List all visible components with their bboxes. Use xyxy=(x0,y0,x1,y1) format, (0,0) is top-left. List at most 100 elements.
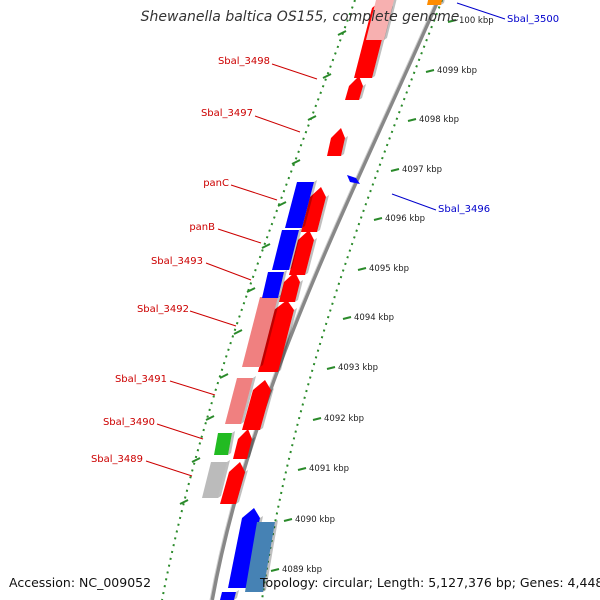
scale-tick-label: 4091 kbp xyxy=(309,464,349,474)
gene-label-sbal-3500: Sbal_3500 xyxy=(507,14,559,25)
inner-tick-mark xyxy=(219,373,229,379)
gene-label-sbal-3496: Sbal_3496 xyxy=(438,204,490,215)
gene-sbal-3491 xyxy=(242,380,271,430)
scale-tick-label: 4090 kbp xyxy=(295,515,335,525)
leader-line xyxy=(145,460,193,477)
gene-sbal-3490-shade xyxy=(247,437,255,459)
gene-pand xyxy=(301,187,326,232)
scale-tick-label: 4099 kbp xyxy=(437,66,477,76)
leader-line xyxy=(391,193,437,211)
inner-tick-mark xyxy=(261,243,271,249)
leader-line xyxy=(189,310,237,327)
gene-sbal-3490 xyxy=(233,429,252,459)
label-leader-lines xyxy=(145,2,506,477)
leader-line xyxy=(156,423,204,440)
gene-sbal-3491-alt xyxy=(225,378,253,424)
gene-panc-shade xyxy=(305,238,317,275)
gene-label-sbal-3498: Sbal_3498 xyxy=(218,56,270,67)
scale-tick-mark xyxy=(373,217,383,221)
gene-orange-top-shade xyxy=(441,0,445,5)
gene-reverse-lower-alt-shade xyxy=(263,520,278,592)
inner-tick-mark xyxy=(205,415,215,421)
scale-tick-label: 4098 kbp xyxy=(419,115,459,125)
scale-tick-mark xyxy=(283,518,293,522)
scale-tick-mark xyxy=(326,366,336,370)
gene-reverse-bottom xyxy=(220,592,236,600)
gene-orange-top xyxy=(427,0,443,5)
gene-panc-rev xyxy=(285,182,314,228)
scale-tick-label: 4094 kbp xyxy=(354,313,394,323)
gene-sbal-3496 xyxy=(347,175,360,184)
scale-tick-label: 4097 kbp xyxy=(402,165,442,175)
gene-sbal-3500-partial-shade xyxy=(384,0,397,40)
genome-backbone xyxy=(210,0,440,600)
inner-tick-mark xyxy=(246,287,256,293)
gene-panc-rev-shade xyxy=(302,180,317,228)
inner-tick-mark xyxy=(179,499,189,505)
gene-sbal-3500-partial xyxy=(366,0,394,40)
gene-panb-shade xyxy=(295,280,303,302)
scale-tick-label: 4092 kbp xyxy=(324,414,364,424)
gene-label-sbal-3491: Sbal_3491 xyxy=(115,374,167,385)
gene-sbal-3497 xyxy=(327,128,345,156)
scale-tick-label: 4093 kbp xyxy=(338,363,378,373)
gene-label-sbal-3489: Sbal_3489 xyxy=(91,454,143,465)
gene-pseudogene xyxy=(202,462,227,498)
gene-labels: Sbal_3500 Sbal_3498 Sbal_3497 Sbal_3496 panC… xyxy=(91,14,559,465)
map-title: Shewanella baltica OS155, complete genom… xyxy=(140,9,460,25)
gene-sbal-3498 xyxy=(345,76,363,100)
gene-sbal-3493 xyxy=(262,272,284,298)
gene-pseudogene-shade xyxy=(218,460,230,498)
leader-line xyxy=(254,115,301,133)
gene-sbal-3492 xyxy=(258,300,294,372)
scale-tick-mark xyxy=(270,568,280,572)
gene-sbal-3497-shade xyxy=(341,136,348,156)
gene-sbal-3493-shade xyxy=(278,270,287,298)
scale-tick-mark xyxy=(425,69,435,73)
inner-tick-mark xyxy=(233,329,243,335)
gene-label-sbal-3490: Sbal_3490 xyxy=(103,417,155,428)
gene-features xyxy=(202,0,445,600)
inner-tick-marks xyxy=(179,30,347,505)
gene-sbal-3498-shade xyxy=(359,84,366,100)
scale-tick-mark xyxy=(390,168,400,172)
scale-tick-mark xyxy=(407,118,417,122)
scale-tick-label: 100 kbp xyxy=(459,16,494,26)
gene-sbal-3492-alt xyxy=(242,297,278,367)
accession-text: Accession: NC_009052 xyxy=(9,575,152,590)
inner-tick-mark xyxy=(277,201,287,207)
inner-tick-mark xyxy=(291,159,301,165)
gene-panb-rev xyxy=(272,230,299,270)
inner-tick-mark xyxy=(307,115,317,121)
inner-tick-mark xyxy=(191,457,201,463)
gene-trna-shade xyxy=(228,431,235,455)
leader-line xyxy=(217,228,262,244)
gene-reverse-lower-alt xyxy=(245,522,275,592)
gene-panc xyxy=(289,230,314,275)
leader-line xyxy=(169,380,216,396)
outer-tick-marks xyxy=(270,19,457,572)
tick-labels: 100 kbp 4099 kbp 4098 kbp 4097 kbp 4096 kbp 4… xyxy=(282,16,494,575)
scale-tick-label: 4089 kbp xyxy=(282,565,322,575)
gene-sbal-3491-alt-shade xyxy=(241,376,256,424)
gene-panb-rev-shade xyxy=(289,228,302,270)
leader-line xyxy=(230,184,278,201)
gene-label-sbal-3492: Sbal_3492 xyxy=(137,304,189,315)
scale-tick-mark xyxy=(447,19,457,23)
inner-tick-ring xyxy=(161,0,356,600)
scale-tick-mark xyxy=(297,467,307,471)
inner-tick-mark xyxy=(337,30,347,36)
gene-label-sbal-3493: Sbal_3493 xyxy=(151,256,203,267)
gene-label-panb: panB xyxy=(189,222,215,233)
gene-reverse-lower xyxy=(228,508,260,588)
gene-label-sbal-3497: Sbal_3497 xyxy=(201,108,253,119)
leader-line xyxy=(456,2,506,20)
scale-tick-label: 4096 kbp xyxy=(385,214,425,224)
gene-sbal-3492-alt-shade xyxy=(260,295,281,367)
scale-tick-mark xyxy=(342,316,352,320)
genome-summary-text: Topology: circular; Length: 5,127,376 bp… xyxy=(260,575,600,590)
gene-sbal-3492-shade xyxy=(278,308,297,372)
leader-line xyxy=(271,63,318,80)
scale-tick-label: 4095 kbp xyxy=(369,264,409,274)
